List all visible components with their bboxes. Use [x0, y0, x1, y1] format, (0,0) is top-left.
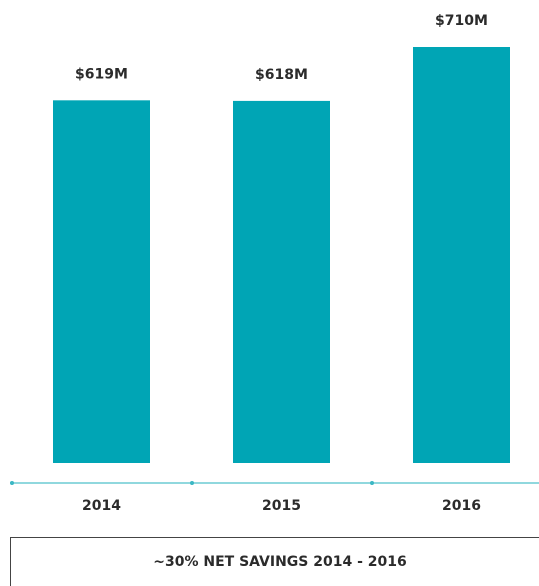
annotation-box [10, 537, 539, 586]
annotation: ~30% NET SAVINGS 2014 - 2016 [153, 554, 406, 570]
x-tick-label: 2014 [82, 498, 121, 514]
bar [53, 100, 150, 464]
axis-dot [190, 481, 194, 485]
x-tick-label: 2016 [442, 498, 481, 514]
bar [233, 100, 330, 463]
value-label: $710M [435, 13, 488, 29]
axis-dot [10, 481, 14, 485]
value-label: $619M [75, 66, 128, 82]
x-tick-label: 2015 [262, 498, 301, 514]
bar [413, 47, 510, 463]
axis-dot [370, 481, 374, 485]
value-label: $618M [255, 67, 308, 83]
